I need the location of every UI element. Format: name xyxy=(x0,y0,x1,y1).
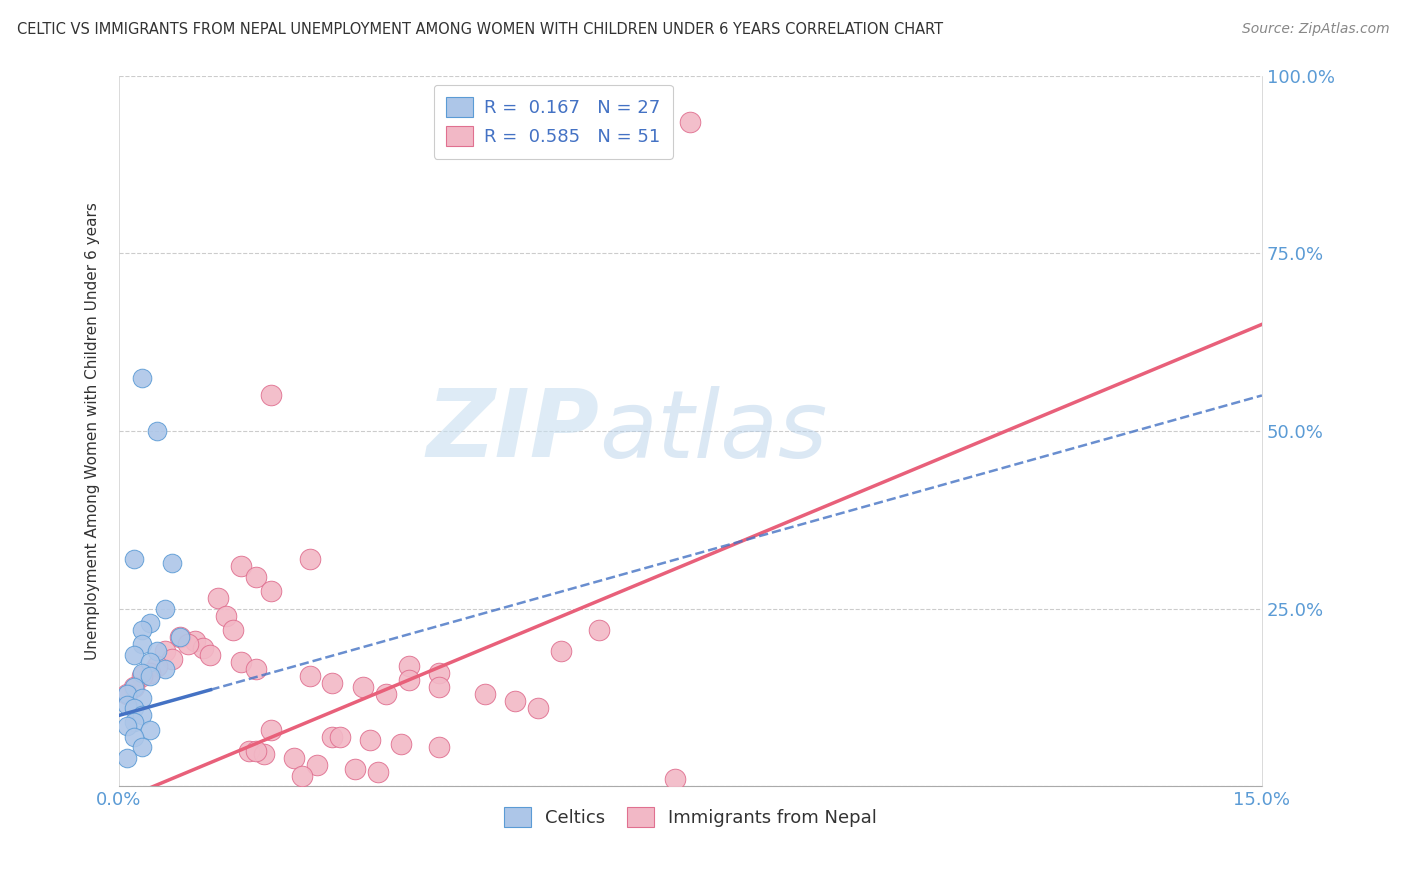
Point xyxy=(138,723,160,737)
Point xyxy=(503,694,526,708)
Point xyxy=(283,751,305,765)
Point xyxy=(131,690,153,705)
Point xyxy=(115,719,138,733)
Point xyxy=(146,644,169,658)
Text: atlas: atlas xyxy=(599,385,827,476)
Point xyxy=(153,662,176,676)
Point xyxy=(260,388,283,402)
Point xyxy=(162,556,184,570)
Point xyxy=(131,637,153,651)
Point xyxy=(352,680,374,694)
Point xyxy=(124,680,146,694)
Point xyxy=(359,733,381,747)
Point xyxy=(131,623,153,637)
Point xyxy=(389,737,412,751)
Point xyxy=(260,723,283,737)
Point xyxy=(169,630,191,644)
Point xyxy=(115,687,138,701)
Point xyxy=(474,687,496,701)
Point xyxy=(138,615,160,630)
Point xyxy=(124,730,146,744)
Point xyxy=(344,762,367,776)
Point xyxy=(131,708,153,723)
Point xyxy=(321,676,343,690)
Point xyxy=(169,630,191,644)
Point xyxy=(146,424,169,438)
Point xyxy=(307,758,329,772)
Point xyxy=(138,665,160,680)
Point xyxy=(245,570,267,584)
Point xyxy=(298,552,321,566)
Point xyxy=(176,637,198,651)
Point xyxy=(162,651,184,665)
Point xyxy=(146,658,169,673)
Point xyxy=(124,701,146,715)
Point xyxy=(215,608,238,623)
Point xyxy=(238,744,260,758)
Point xyxy=(253,747,276,762)
Point xyxy=(329,730,352,744)
Point xyxy=(131,665,153,680)
Point xyxy=(367,765,389,780)
Point xyxy=(191,640,214,655)
Point xyxy=(398,658,420,673)
Point xyxy=(260,584,283,599)
Text: Source: ZipAtlas.com: Source: ZipAtlas.com xyxy=(1241,22,1389,37)
Point xyxy=(588,623,610,637)
Point xyxy=(229,655,252,669)
Point xyxy=(664,772,686,787)
Point xyxy=(131,740,153,755)
Point xyxy=(527,701,550,715)
Text: CELTIC VS IMMIGRANTS FROM NEPAL UNEMPLOYMENT AMONG WOMEN WITH CHILDREN UNDER 6 Y: CELTIC VS IMMIGRANTS FROM NEPAL UNEMPLOY… xyxy=(17,22,943,37)
Point xyxy=(124,648,146,662)
Point xyxy=(200,648,222,662)
Point xyxy=(124,680,146,694)
Point xyxy=(427,665,450,680)
Point xyxy=(124,552,146,566)
Point xyxy=(679,114,702,128)
Point xyxy=(153,601,176,615)
Point xyxy=(131,370,153,384)
Point xyxy=(374,687,396,701)
Point xyxy=(115,751,138,765)
Point xyxy=(398,673,420,687)
Point xyxy=(138,669,160,683)
Text: ZIP: ZIP xyxy=(426,385,599,477)
Point xyxy=(245,744,267,758)
Point xyxy=(153,644,176,658)
Point xyxy=(115,687,138,701)
Point xyxy=(298,669,321,683)
Point xyxy=(427,680,450,694)
Point xyxy=(184,633,207,648)
Point xyxy=(427,740,450,755)
Point xyxy=(124,715,146,730)
Point xyxy=(131,669,153,683)
Legend: Celtics, Immigrants from Nepal: Celtics, Immigrants from Nepal xyxy=(496,800,884,834)
Point xyxy=(229,559,252,574)
Point xyxy=(138,655,160,669)
Point xyxy=(550,644,572,658)
Point xyxy=(321,730,343,744)
Point xyxy=(115,698,138,712)
Y-axis label: Unemployment Among Women with Children Under 6 years: Unemployment Among Women with Children U… xyxy=(86,202,100,660)
Point xyxy=(222,623,245,637)
Point xyxy=(245,662,267,676)
Point xyxy=(291,769,314,783)
Point xyxy=(207,591,229,605)
